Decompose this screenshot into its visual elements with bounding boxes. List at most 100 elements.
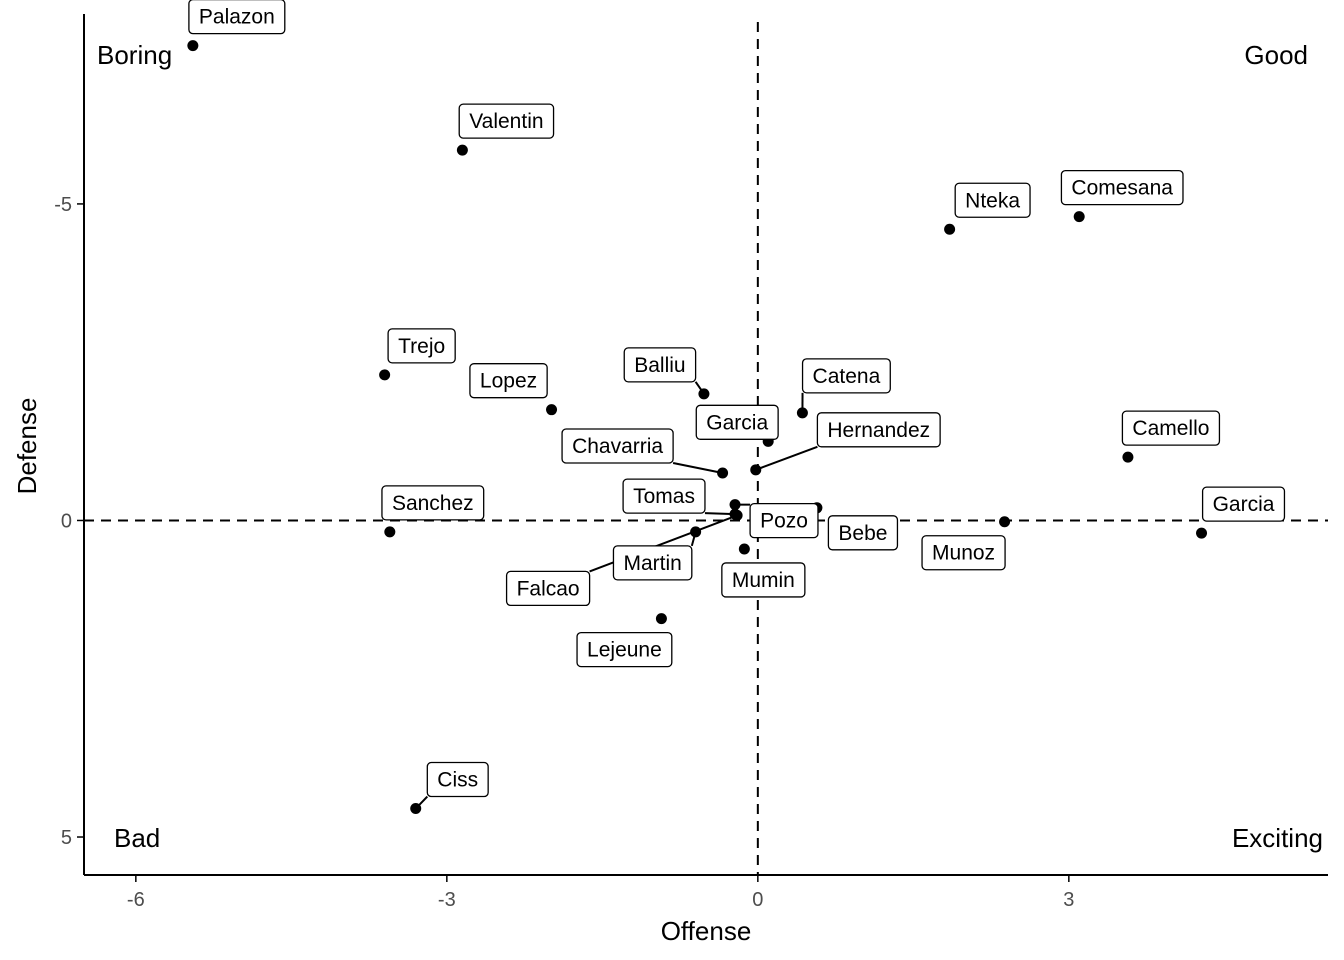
data-point [750,464,762,476]
data-point [546,404,558,416]
point-label-text: Trejo [398,335,445,358]
y-axis-title: Defense [12,398,42,495]
point-label: Valentin [458,103,555,139]
point-label-box [1060,169,1184,206]
point-label: Martin [612,545,693,581]
x-axis-title: Offense [661,916,752,946]
data-point [999,516,1011,528]
point-label-text: Catena [813,365,881,388]
x-tick-label: 3 [1063,889,1074,911]
quadrant-labels: Boring Good Bad Exciting [97,40,1323,853]
point-label-text: Lopez [480,370,537,393]
data-point [379,369,391,381]
point-label: Balliu [623,347,697,383]
point-label-box [387,328,456,364]
point-label: Garcia [1201,486,1286,522]
data-point [384,526,396,538]
point-label-box [612,545,693,581]
point-labels: Palazon Valentin Nteka Comesana Trejo Lopez Ba… [188,0,1286,798]
point-label: Tomas [622,478,706,514]
data-point [738,543,750,555]
point-label: Comesana [1060,169,1184,206]
point-label: Nteka [954,182,1031,218]
point-label-box [458,103,555,139]
x-tick-label: -3 [438,889,456,911]
point-label-text: Sanchez [392,492,474,515]
point-label: Trejo [387,328,456,364]
point-label: Camello [1121,410,1221,446]
point-label: Chavarria [561,428,674,464]
data-point [731,509,743,521]
data-point [1122,451,1134,463]
point-label: Hernandez [816,412,941,448]
data-point [698,388,710,400]
point-label-box [505,570,591,607]
y-tick-label: 0 [61,510,72,532]
point-label-box [827,515,899,551]
point-label-box [469,363,548,399]
point-label: Falcao [505,570,591,607]
point-label: Lejeune [576,631,673,668]
point-label-box [1121,410,1221,446]
data-point [729,499,741,511]
data-point [690,526,702,538]
data-point [655,613,667,625]
point-label-box [816,412,941,448]
point-label: Palazon [188,0,286,35]
point-label: Pozo [749,502,819,539]
data-point [410,803,422,815]
point-label-text: Garcia [1213,493,1275,516]
point-label-box [721,562,806,598]
y-tick-label: 5 [61,827,72,849]
point-label-text: Tomas [633,485,695,508]
point-label-text: Camello [1132,417,1209,440]
point-label: Lopez [469,363,548,399]
point-label-text: Chavarria [572,435,663,458]
point-label: Garcia [695,404,779,440]
point-label-box [623,347,697,383]
data-point [1196,527,1208,539]
point-label-text: Falcao [517,577,580,600]
point-label-text: Bebe [838,522,887,545]
x-tick-label: 0 [752,889,763,911]
quadrant-label-top-left: Boring [97,40,172,70]
y-tick-label: -5 [54,194,72,216]
point-label-text: Munoz [932,542,995,565]
point-label-box [561,428,674,464]
point-label-text: Comesana [1071,177,1173,200]
point-label-text: Lejeune [587,639,662,662]
point-label-text: Garcia [706,411,768,434]
label-leader-line [755,445,818,471]
point-label-box [954,182,1031,218]
data-point [187,40,199,52]
data-point [717,467,729,479]
point-label-text: Martin [623,552,681,575]
data-point [944,223,956,235]
quadrant-label-bottom-right: Exciting [1232,823,1323,853]
data-point [796,407,808,419]
quadrant-label-bottom-left: Bad [114,823,160,853]
point-label-text: Balliu [634,354,685,377]
point-label: Sanchez [381,485,485,521]
data-point [456,144,468,156]
point-label-text: Nteka [965,189,1020,212]
point-label-box [381,485,485,521]
point-label: Munoz [921,535,1006,571]
point-label: Bebe [827,515,899,551]
axis-titles: Offense Defense [12,398,751,946]
point-label-text: Mumin [732,569,795,592]
point-label-box [801,358,891,394]
point-label-box [622,478,706,514]
point-label-box [576,631,673,668]
point-label-text: Hernandez [827,419,930,442]
point-label-box [695,404,779,440]
data-points [187,40,1208,815]
quadrant-label-top-right: Good [1244,40,1308,70]
point-label-text: Valentin [469,110,543,133]
point-label: Ciss [426,761,489,798]
point-label-box [921,535,1006,571]
point-label-box [188,0,286,35]
x-tick-label: -6 [127,889,145,911]
point-label-box [749,502,819,539]
